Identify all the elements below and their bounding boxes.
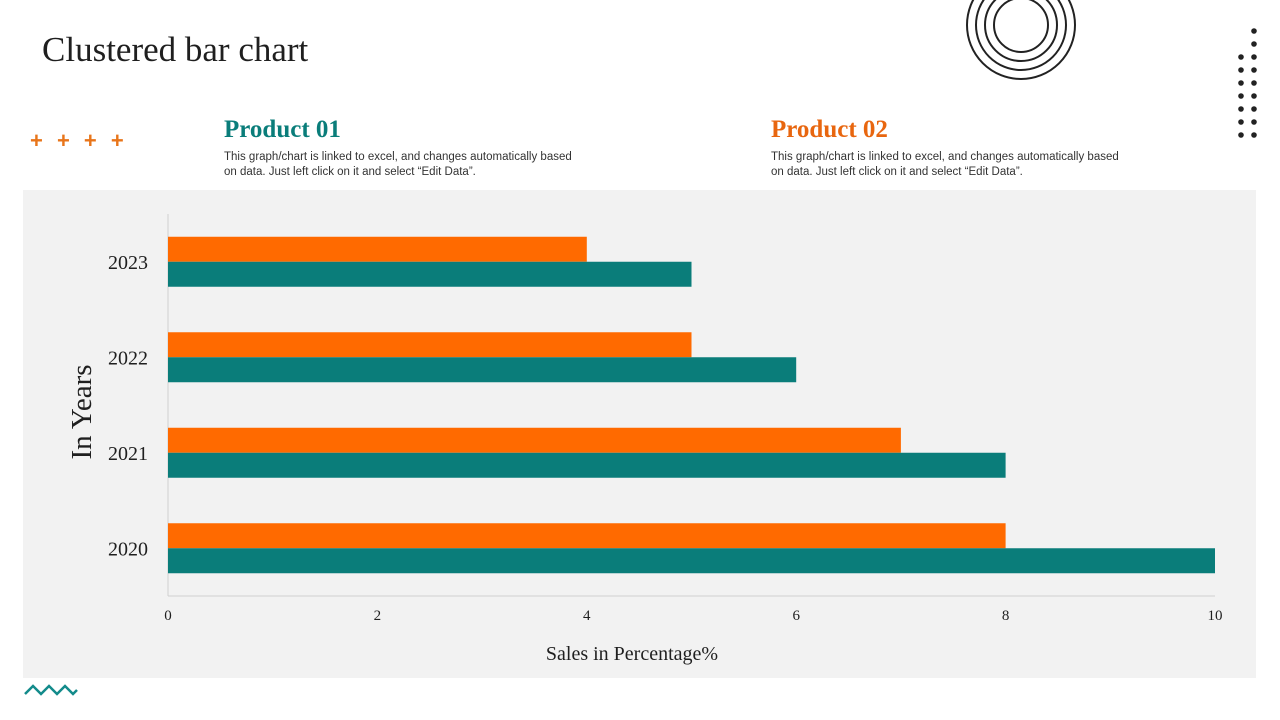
dot xyxy=(1251,67,1257,73)
bar-product-02-2020 xyxy=(168,523,1006,549)
bar-product-01-2023 xyxy=(168,261,692,287)
dot xyxy=(1238,93,1244,99)
y-axis-label: In Years xyxy=(66,364,98,459)
bar-product-02-2023 xyxy=(168,236,587,262)
dot xyxy=(1251,119,1257,125)
y-tick-label: 2023 xyxy=(108,252,148,274)
bar-product-02-2022 xyxy=(168,332,692,358)
y-tick-label: 2022 xyxy=(108,347,148,369)
x-tick-label: 10 xyxy=(1208,608,1223,624)
chart-panel: 2020 2021 2022 2023 0 2 4 6 8 10 In Years Sales i… xyxy=(23,190,1256,678)
concentric-circles-icon xyxy=(966,0,1076,80)
x-tick-label: 0 xyxy=(164,608,172,624)
x-axis-label: Sales in Percentage% xyxy=(546,643,718,665)
product-01-description: This graph/chart is linked to excel, and… xyxy=(224,151,572,178)
dot xyxy=(1238,106,1244,112)
x-tick-label: 8 xyxy=(1002,608,1010,624)
dot xyxy=(1251,132,1257,138)
bar-product-01-2022 xyxy=(168,357,797,383)
clustered-bar-chart: 2020 2021 2022 2023 0 2 4 6 8 10 In Years Sales i… xyxy=(66,214,1223,665)
bar-product-02-2021 xyxy=(168,427,901,453)
x-tick-label: 6 xyxy=(792,608,800,624)
dot xyxy=(1251,106,1257,112)
y-tick-label: 2021 xyxy=(108,443,148,465)
x-tick-label: 2 xyxy=(374,608,382,624)
x-tick-label: 4 xyxy=(583,608,591,624)
bar-product-01-2020 xyxy=(168,548,1215,574)
y-tick-label: 2020 xyxy=(108,538,148,560)
bar-product-01-2021 xyxy=(168,452,1006,478)
dot xyxy=(1251,28,1257,34)
dot-grid-icon xyxy=(1238,28,1257,138)
zigzag-icon xyxy=(24,684,78,696)
dot xyxy=(1251,54,1257,60)
dot xyxy=(1251,80,1257,86)
plus-decoration: + + + + xyxy=(30,128,128,153)
dot xyxy=(1238,119,1244,125)
page-title: Clustered bar chart xyxy=(42,30,309,69)
product-02-block: Product 02 This graph/chart is linked to… xyxy=(771,116,1131,180)
product-01-block: Product 01 This graph/chart is linked to… xyxy=(224,116,584,180)
dot xyxy=(1238,54,1244,60)
dot xyxy=(1251,41,1257,47)
dot xyxy=(1238,132,1244,138)
product-02-title: Product 02 xyxy=(771,116,888,143)
dot xyxy=(1251,93,1257,99)
dot xyxy=(1238,67,1244,73)
product-01-title: Product 01 xyxy=(224,116,341,143)
dot xyxy=(1238,80,1244,86)
product-02-description: This graph/chart is linked to excel, and… xyxy=(771,151,1119,178)
